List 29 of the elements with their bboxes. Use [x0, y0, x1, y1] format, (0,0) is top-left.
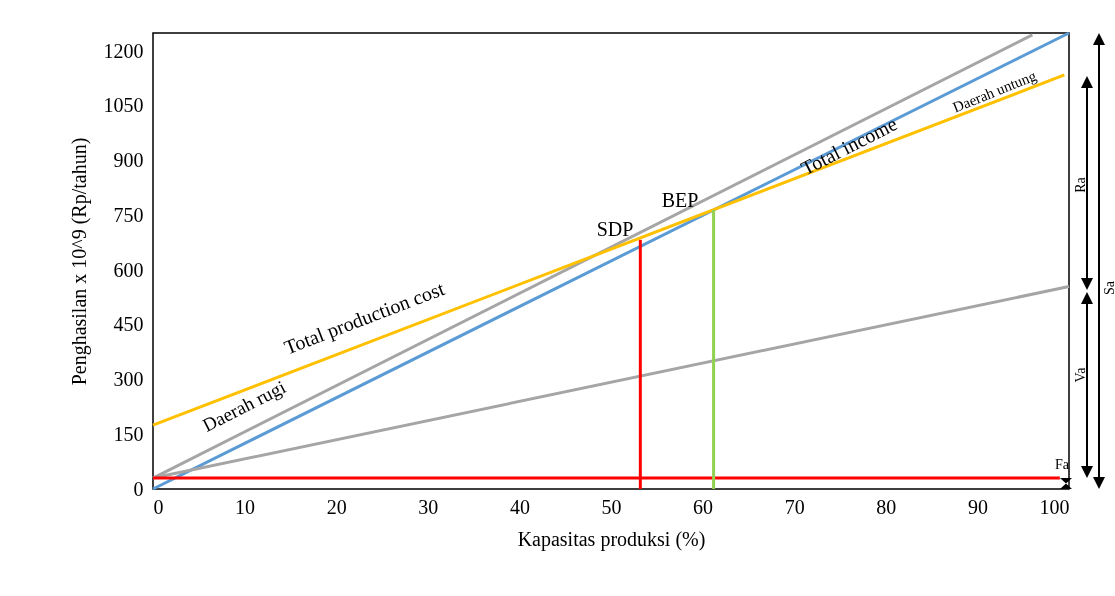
- x-tick-label: 10: [235, 495, 256, 518]
- y-tick-label: 0: [133, 477, 144, 500]
- x-tick-label: 100: [1039, 495, 1070, 518]
- annotation: Daerah untung: [950, 67, 1039, 116]
- x-tick-label: 40: [509, 495, 530, 518]
- y-tick-label: 300: [113, 368, 144, 391]
- annotation: SDP: [596, 217, 634, 240]
- x-tick-label: 0: [153, 495, 164, 518]
- x-tick-label: 70: [784, 495, 805, 518]
- y-tick-label: 900: [113, 149, 144, 172]
- annotation: BEP: [661, 188, 699, 211]
- y-tick-label: 750: [113, 203, 144, 226]
- x-tick-label: 20: [326, 495, 347, 518]
- y-tick-label: 1050: [103, 94, 144, 117]
- text: Ra: [1073, 176, 1089, 193]
- y-tick-label: 600: [113, 258, 144, 281]
- y-tick-label: 150: [113, 422, 144, 445]
- x-tick-label: 80: [876, 495, 897, 518]
- y-tick-label: 450: [113, 313, 144, 336]
- text: Sa: [1102, 280, 1115, 295]
- y-axis-title: Penghasilan x 10^9 (Rp/tahun): [67, 137, 91, 386]
- x-tick-label: 50: [601, 495, 622, 518]
- x-tick-label: 90: [967, 495, 988, 518]
- annotation: Total income: [797, 112, 901, 180]
- x-tick-label: 30: [418, 495, 439, 518]
- text: Va: [1073, 366, 1089, 383]
- x-tick-label: 60: [693, 495, 714, 518]
- y-tick-label: 1200: [103, 39, 144, 62]
- x-axis-title: Kapasitas produksi (%): [517, 527, 706, 551]
